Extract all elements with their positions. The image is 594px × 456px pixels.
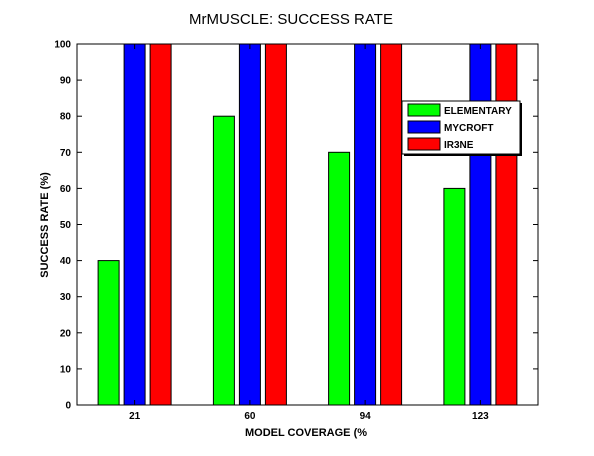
bar-ir3ne-60 — [264, 43, 287, 406]
bar-ir3ne-21 — [149, 43, 172, 406]
x-tick-label: 123 — [472, 411, 489, 422]
bar-mycroft-21 — [123, 43, 146, 406]
y-tick-label: 30 — [60, 292, 72, 303]
y-axis-label: SUCCESS RATE (%) — [39, 172, 51, 278]
y-tick-label: 60 — [60, 184, 72, 195]
y-tick-label: 100 — [54, 40, 71, 51]
plot-frame — [76, 43, 539, 406]
x-tick-label: 60 — [244, 411, 256, 422]
y-tick-label: 10 — [60, 364, 72, 375]
bar-mycroft-123 — [469, 43, 492, 406]
x-tick-label: 94 — [360, 411, 372, 422]
legend-label-elementary: ELEMENTARY — [444, 106, 512, 117]
y-tick-label: 90 — [60, 76, 72, 87]
legend-label-mycroft: MYCROFT — [444, 123, 493, 134]
y-tick-label: 80 — [60, 112, 72, 123]
legend-label-ir3ne: IR3NE — [444, 140, 474, 151]
bar-mycroft-94 — [354, 43, 377, 406]
bar-ir3ne-123 — [495, 43, 518, 406]
y-tick-label: 70 — [60, 148, 72, 159]
bar-ir3ne-94 — [380, 43, 403, 406]
chart-title: MrMUSCLE: SUCCESS RATE — [189, 11, 393, 28]
bar-elementary-123 — [443, 187, 466, 406]
legend-swatch-elementary — [407, 103, 441, 117]
y-tick-label: 0 — [65, 401, 71, 412]
bar-elementary-94 — [328, 151, 351, 406]
x-axis-label: MODEL COVERAGE (% — [245, 427, 367, 439]
legend: ELEMENTARY MYCROFT IR3NE — [401, 100, 522, 156]
y-tick-label: 20 — [60, 328, 72, 339]
bars-group — [97, 43, 518, 406]
legend-swatch-ir3ne — [407, 137, 441, 151]
y-axis-ticks: 0 10 20 30 40 50 60 70 80 90 100 — [54, 40, 538, 412]
legend-swatch-mycroft — [407, 120, 441, 134]
bar-elementary-21 — [97, 260, 120, 406]
bar-mycroft-60 — [238, 43, 261, 406]
y-tick-label: 50 — [60, 220, 72, 231]
x-tick-label: 21 — [129, 411, 141, 422]
bar-elementary-60 — [212, 115, 235, 406]
y-tick-label: 40 — [60, 256, 72, 267]
x-axis-ticks: 21 60 94 123 — [129, 44, 489, 422]
